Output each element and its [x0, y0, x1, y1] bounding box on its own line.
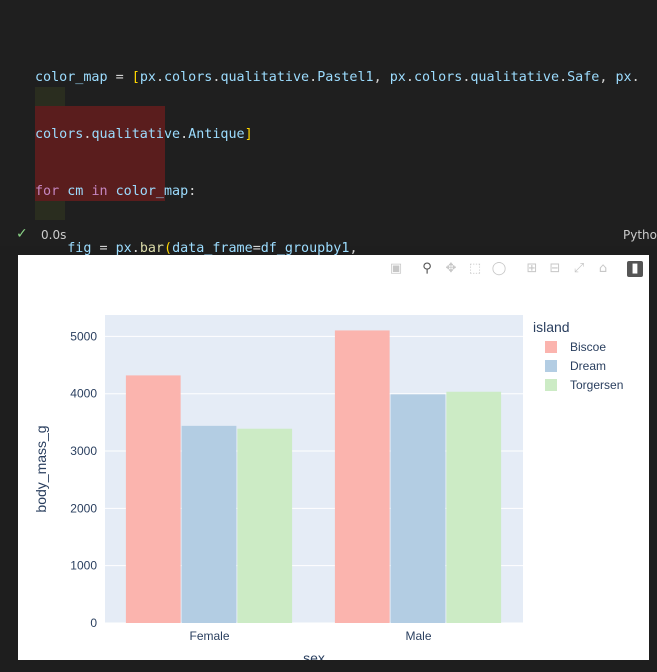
- execution-status: ✓ 0.0s Python: [0, 224, 657, 246]
- plotly-modebar: ▣ ⚲ ✥ ⬚ ◯ ⊞ ⊟ ⤢ ⌂ ▮: [18, 259, 649, 279]
- pan-icon[interactable]: ✥: [445, 261, 457, 276]
- y-tick-label: 1000: [70, 559, 97, 573]
- y-tick-label: 3000: [70, 444, 97, 458]
- highlight-block: [35, 106, 165, 201]
- y-tick-label: 5000: [70, 329, 97, 343]
- code-line: for cm in color_map:: [35, 184, 197, 199]
- legend-title: island: [533, 319, 570, 335]
- bar-dream-female: [181, 425, 237, 623]
- y-tick-label: 2000: [70, 501, 97, 515]
- success-check-icon: ✓: [16, 226, 28, 242]
- legend-item: Dream: [570, 359, 606, 373]
- y-axis-title: body_mass_g: [33, 425, 49, 512]
- plotly-logo-icon[interactable]: ▮: [627, 261, 643, 277]
- x-tick-label: Male: [405, 629, 431, 643]
- indent-guide: [35, 201, 65, 220]
- home-icon[interactable]: ⌂: [598, 261, 608, 276]
- y-tick-label: 4000: [70, 387, 97, 401]
- legend-swatch: [545, 341, 557, 353]
- bar-torgersen-male: [446, 391, 502, 623]
- execution-time: 0.0s: [41, 228, 67, 242]
- bar-dream-male: [390, 394, 446, 623]
- y-tick-label: 0: [90, 616, 97, 630]
- x-tick-label: Female: [189, 629, 229, 643]
- zoom-icon[interactable]: ⚲: [422, 261, 432, 276]
- autoscale-icon[interactable]: ⤢: [573, 261, 585, 276]
- legend-item: Biscoe: [570, 340, 606, 354]
- indent-guide: [35, 87, 65, 106]
- code-cell[interactable]: color_map = [px.colors.qualitative.Paste…: [0, 0, 657, 598]
- zoom-out-icon[interactable]: ⊟: [549, 261, 561, 276]
- legend-swatch: [545, 379, 557, 391]
- box-select-icon[interactable]: ⬚: [468, 261, 482, 276]
- legend-swatch: [545, 360, 557, 372]
- kernel-language[interactable]: Python: [623, 228, 657, 242]
- plot-output: ▣ ⚲ ✥ ⬚ ◯ ⊞ ⊟ ⤢ ⌂ ▮ 0 1000 2000 3000 4000 500…: [18, 255, 649, 668]
- bar-biscoe-female: [125, 375, 181, 623]
- bar-torgersen-female: [237, 428, 293, 623]
- code-line: colors.qualitative.Antique]: [35, 127, 253, 142]
- zoom-in-icon[interactable]: ⊞: [526, 261, 538, 276]
- code-line: fig = px.bar(data_frame=df_groupby1,: [67, 241, 358, 256]
- legend-item: Torgersen: [570, 378, 623, 392]
- bar-biscoe-male: [334, 330, 390, 623]
- bottom-strip: [0, 660, 657, 668]
- camera-icon[interactable]: ▣: [389, 261, 403, 276]
- lasso-icon[interactable]: ◯: [491, 261, 507, 276]
- code-line: color_map = [px.colors.qualitative.Paste…: [35, 70, 640, 85]
